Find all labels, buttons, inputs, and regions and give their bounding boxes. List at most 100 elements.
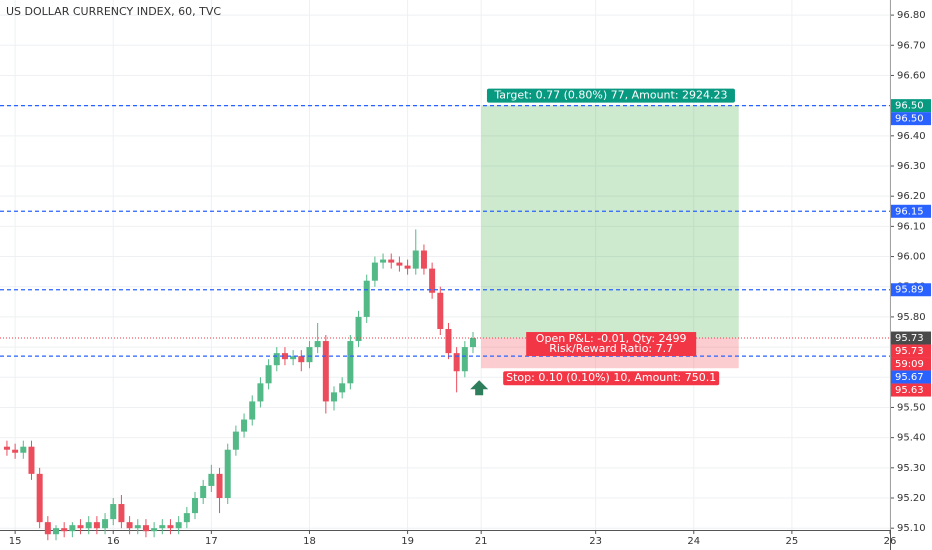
candle-body [208, 473, 215, 486]
x-tick-label: 21 [475, 536, 488, 547]
candle-body [151, 528, 158, 532]
target-text: Target: 0.77 (0.80%) 77, Amount: 2924.23 [493, 89, 727, 102]
candle-body [281, 353, 288, 360]
candle-body [347, 341, 354, 384]
pnl-text: Open P&L: -0.01, Qty: 2499 [536, 332, 687, 345]
y-tick-label: 96.40 [897, 131, 926, 142]
candle-body [371, 262, 378, 281]
x-tick-label: 23 [589, 536, 602, 547]
candle-body [437, 292, 444, 329]
candle-body [314, 341, 321, 348]
price-label: 95.63 [895, 385, 924, 396]
x-tick-label: 24 [687, 536, 700, 547]
candle-body [232, 431, 239, 450]
x-tick-label: 25 [786, 536, 799, 547]
candle-body [404, 265, 411, 269]
x-tick-label: 15 [9, 536, 22, 547]
candle-body [306, 347, 313, 363]
y-tick-label: 96.10 [897, 221, 926, 232]
price-label-box [891, 344, 931, 358]
price-label: 59:09 [895, 359, 924, 370]
x-tick-label: 16 [107, 536, 120, 547]
price-label-box [891, 204, 931, 218]
candle-body [461, 347, 468, 372]
candle-body [445, 328, 452, 354]
candle-body [12, 449, 19, 453]
candle-body [380, 259, 387, 263]
candle-body [85, 522, 92, 529]
y-tick-label: 95.10 [897, 523, 926, 534]
x-tick-label: 19 [401, 536, 414, 547]
x-tick-label: 26 [884, 536, 897, 547]
candle-body [273, 353, 280, 366]
pnl-box [526, 332, 697, 357]
candle-body [20, 446, 27, 453]
stop-text: Stop: 0.10 (0.10%) 10, Amount: 750.1 [506, 371, 716, 384]
y-tick-label: 95.20 [897, 493, 926, 504]
price-label: 95.73 [895, 346, 924, 357]
candle-body [429, 268, 436, 293]
y-tick-label: 96.60 [897, 70, 926, 81]
candle-body [134, 525, 141, 529]
candle-body [118, 504, 125, 523]
y-tick-label: 95.50 [897, 402, 926, 413]
candle-body [470, 338, 477, 348]
candle-body [396, 262, 403, 266]
candle-body [216, 473, 223, 499]
candle-body [183, 513, 190, 523]
chart-title: US DOLLAR CURRENCY INDEX, 60, TVC [6, 5, 221, 18]
candle-body [28, 446, 35, 474]
price-label: 95.89 [895, 285, 924, 296]
candle-body [200, 485, 207, 499]
price-label: 95.67 [895, 372, 924, 383]
price-label-box [891, 357, 931, 371]
candle-body [224, 449, 231, 499]
candle-body [355, 316, 362, 342]
candle-body [298, 356, 305, 363]
target-text-box [486, 88, 735, 103]
price-label: 96.50 [895, 101, 924, 112]
candle-body [241, 419, 248, 432]
price-label-box [891, 331, 931, 345]
price-label-box [891, 370, 931, 384]
candle-body [363, 280, 370, 317]
y-tick-label: 95.40 [897, 433, 926, 444]
price-label-box [891, 283, 931, 297]
candle-body [192, 498, 199, 514]
candle-body [290, 356, 297, 360]
candle-body [142, 525, 149, 532]
candle-body [175, 522, 182, 529]
y-tick-label: 96.30 [897, 161, 926, 172]
y-tick-label: 96.20 [897, 191, 926, 202]
stop-text-box [503, 371, 720, 386]
candle-body [159, 525, 166, 529]
candle-body [257, 383, 264, 402]
candle-body [322, 341, 329, 402]
candle-body [44, 522, 51, 535]
y-tick-label: 96.70 [897, 40, 926, 51]
candle-body [93, 522, 100, 529]
candle-body [53, 528, 60, 535]
candle-body [265, 365, 272, 384]
candle-body [420, 250, 427, 269]
price-label-box [891, 99, 931, 113]
candle-body [3, 446, 10, 450]
candle-body [69, 525, 76, 532]
candle-body [167, 525, 174, 529]
x-tick-label: 17 [205, 536, 218, 547]
candle-body [412, 250, 419, 269]
price-label: 95.73 [895, 333, 924, 344]
candle-body [339, 383, 346, 393]
price-label: 96.50 [895, 114, 924, 125]
candle-body [36, 473, 43, 523]
price-label-box [891, 112, 931, 126]
candle-body [110, 504, 117, 520]
candle-body [77, 525, 84, 529]
y-tick-label: 96.80 [897, 10, 926, 21]
entry-arrow [470, 380, 489, 396]
rr-text: Risk/Reward Ratio: 7.7 [549, 342, 673, 355]
y-tick-label: 96.00 [897, 252, 926, 263]
candle-body [102, 519, 109, 529]
price-label: 96.15 [895, 206, 924, 217]
